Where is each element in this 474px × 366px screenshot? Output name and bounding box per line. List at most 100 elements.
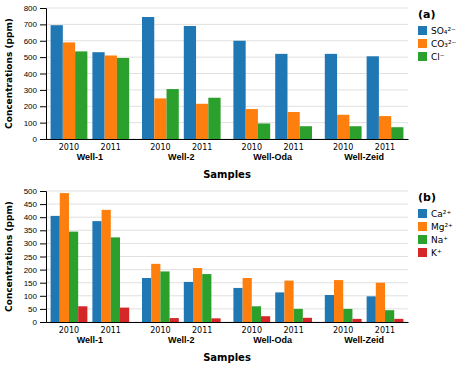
tick-label: 100 [24,119,38,128]
tick-mark [40,139,46,140]
bar [275,54,287,139]
title: (b) [418,191,436,204]
category-label: 2010 [59,326,79,335]
category-label: 2011 [192,326,212,335]
bar [78,306,87,322]
bar [75,51,87,139]
group-label: Well-Zeid [344,152,384,162]
bar [246,109,258,139]
tick-mark [40,257,46,258]
bar [367,296,376,322]
tick-mark [40,243,46,244]
tick-mark [40,309,46,310]
tick: 0 [33,135,46,144]
grid-line [46,191,408,192]
bars [51,17,404,139]
bar [196,104,208,139]
tick: Well-Oda [253,152,293,162]
category-label: 2011 [101,143,121,152]
tick-label: 200 [24,102,38,111]
y-axis: 0100200300400500600700800 [24,4,47,144]
bar [243,278,252,322]
category-labels: 20102011201020112010201120102011 [59,326,395,335]
bar [385,310,394,322]
category-label: 2010 [333,143,353,152]
legend-swatch [418,39,427,48]
bar [69,232,78,322]
group-label: Well-1 [77,335,103,345]
tick-label: 700 [24,20,38,29]
category-label: 2011 [101,326,121,335]
legend-item: Mg²⁺ [418,222,453,232]
tick: 450 [24,200,46,209]
bar [325,54,337,139]
bar [275,292,284,322]
tick: 250 [24,253,46,262]
bar [211,318,220,322]
bar [51,216,60,322]
y-axis-title: Concentrations (ppm) [4,201,14,312]
bar [337,115,349,139]
title: (a) [418,8,435,21]
legend-label: CO₃²⁻ [431,39,457,49]
bar [334,280,343,322]
bar [184,282,193,322]
tick: 200 [24,102,46,111]
tick: Well-Zeid [344,152,384,162]
tick-label: 400 [24,213,38,222]
bar [202,274,211,322]
tick-mark [40,90,46,91]
bar [154,98,166,139]
bar [349,126,361,139]
category-label: 2010 [242,326,262,335]
axis-line [40,192,47,323]
category-label: 2011 [375,143,395,152]
grid [46,8,408,139]
legend-item: CO₃²⁻ [418,39,457,49]
category-label: 2010 [150,143,170,152]
legend-swatch [418,248,427,257]
axis-line [40,9,47,140]
tick: 100 [24,119,46,128]
legend: Ca²⁺Mg²⁺Na⁺K⁺ [418,209,453,258]
bar [160,271,169,322]
tick: Well-Zeid [344,335,384,345]
bar [105,55,117,139]
bar [394,319,403,322]
tick-mark [40,270,46,271]
tick-mark [40,106,46,107]
tick-mark [40,74,46,75]
bar [92,221,101,322]
axis-line [47,322,409,323]
tick: Well-2 [168,152,194,162]
group-label: Well-2 [168,335,194,345]
bar [258,123,270,139]
tick: 100 [24,292,46,301]
legend: SO₄²⁻ CO₃²⁻ Cl⁻ [418,26,457,62]
category-label: 2010 [333,326,353,335]
group-label: Well-Oda [253,335,293,345]
tick-label: 0 [33,318,38,327]
legend-item: SO₄²⁻ [418,26,456,36]
legend-label: Cl⁻ [431,52,445,62]
axis-line [47,139,409,140]
legend-label: Na⁺ [431,235,448,245]
category-label: 2010 [59,143,79,152]
grid-line [46,217,408,218]
legend-swatch [418,52,427,61]
tick: 600 [24,37,46,46]
legend-swatch [418,26,427,35]
x-axis: Well-1 Well-2 Well-Oda Well-Zeid [47,323,409,346]
tick: 350 [24,226,46,235]
category-label: 2010 [242,143,262,152]
tick: 400 [24,213,46,222]
bar [63,42,75,139]
tick: 500 [24,53,46,62]
tick-label: 0 [33,135,38,144]
tick-mark [40,191,46,192]
bar [343,309,352,322]
tick-label: 250 [24,253,38,262]
tick-label: 300 [24,86,38,95]
tick: 500 [24,187,46,196]
tick: 200 [24,266,46,275]
